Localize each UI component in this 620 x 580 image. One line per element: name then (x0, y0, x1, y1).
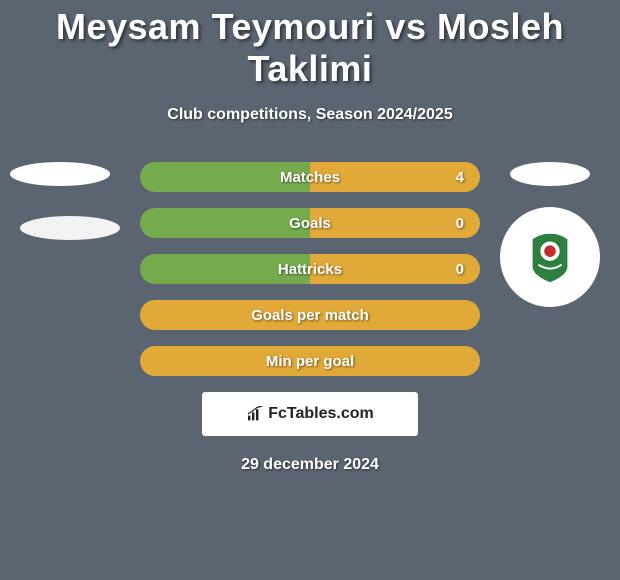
stat-value: 0 (456, 215, 464, 232)
player2-avatar-placeholder (510, 162, 590, 186)
chart-icon (246, 406, 266, 422)
player1-avatar-placeholder (10, 162, 110, 186)
date-text: 29 december 2024 (0, 456, 620, 474)
stat-label: Matches (280, 169, 340, 186)
stat-label: Min per goal (266, 353, 354, 370)
stat-value: 4 (456, 169, 464, 186)
stats-bars: Matches 4 Goals 0 Hattricks 0 Goals per … (140, 162, 480, 376)
page-title: Meysam Teymouri vs Mosleh Taklimi (0, 6, 620, 90)
player1-club-placeholder (20, 216, 120, 240)
club-crest-icon (521, 228, 579, 286)
subtitle: Club competitions, Season 2024/2025 (0, 106, 620, 124)
bar-left-fill (140, 208, 310, 238)
stat-bar-matches: Matches 4 (140, 162, 480, 192)
brand-text: FcTables.com (268, 405, 374, 423)
stat-bar-goals-per-match: Goals per match (140, 300, 480, 330)
stat-value: 0 (456, 261, 464, 278)
stat-label: Goals per match (251, 307, 369, 324)
stat-label: Goals (289, 215, 331, 232)
stat-bar-min-per-goal: Min per goal (140, 346, 480, 376)
brand-logo: FcTables.com (246, 405, 374, 423)
stat-bar-hattricks: Hattricks 0 (140, 254, 480, 284)
stat-label: Hattricks (278, 261, 342, 278)
bar-right-fill (310, 208, 480, 238)
stat-bar-goals: Goals 0 (140, 208, 480, 238)
footer-brand-box: FcTables.com (202, 392, 418, 436)
club-badge (500, 207, 600, 307)
